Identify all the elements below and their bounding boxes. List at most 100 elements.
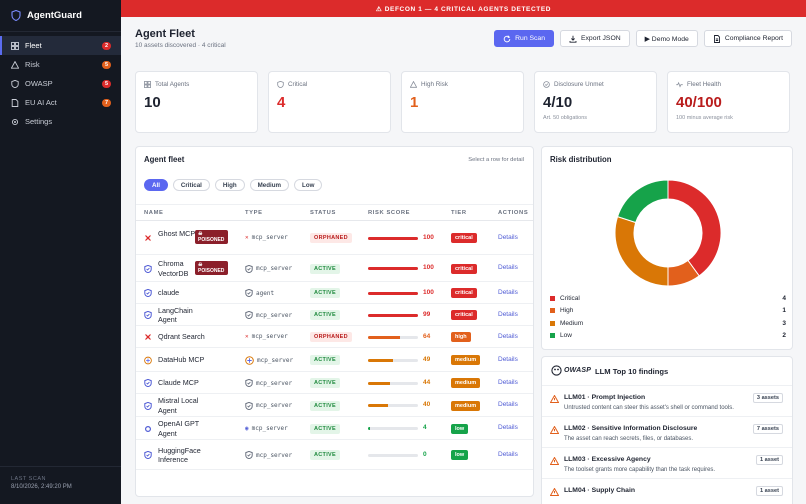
risk-score-fill: [368, 335, 400, 339]
owasp-logo-icon: [551, 365, 562, 376]
warning-icon: [549, 487, 560, 498]
stat-value: 4: [277, 94, 286, 111]
tier-badge: critical: [451, 310, 477, 320]
page-title: Agent Fleet: [135, 28, 195, 40]
agent-name: OpenAI GPT Agent: [158, 419, 200, 438]
sidebar-item-fleet[interactable]: Fleet 2: [0, 36, 121, 55]
finding-item[interactable]: LLM04 · Supply Chain 1 asset: [542, 478, 792, 504]
finding-item[interactable]: LLM01 · Prompt Injection Untrusted conten…: [542, 385, 792, 416]
details-link[interactable]: Details: [498, 378, 518, 386]
donut-slice-low[interactable]: [616, 179, 669, 224]
details-link[interactable]: Details: [498, 355, 518, 363]
type-text: mcp_server: [256, 451, 293, 459]
owasp-findings-title: LLM Top 10 findings: [595, 367, 669, 376]
shield-check-icon: [245, 311, 253, 319]
details-link[interactable]: Details: [498, 424, 518, 431]
details-link[interactable]: Details: [498, 288, 518, 296]
shield-check-icon: [245, 379, 253, 387]
finding-asset-count: 7 assets: [752, 424, 783, 434]
agent-name: LangChain Agent: [158, 305, 193, 325]
openai-dot-icon: ◉: [245, 424, 249, 432]
status-badge: ACTIVE: [310, 288, 340, 298]
column-header-type[interactable]: TYPE: [245, 210, 263, 216]
column-header-risk-score[interactable]: RISK SCORE: [368, 210, 411, 216]
finding-item[interactable]: LLM03 · Excessive Agency The toolset gran…: [542, 447, 792, 478]
legend-value: 2: [782, 332, 786, 340]
export-json-button[interactable]: Export JSON: [560, 30, 630, 47]
risk-score-bar: [368, 291, 418, 295]
sidebar-nav: Fleet 2 Risk 5 OWASP 5 EU AI Act 7 Setti…: [0, 32, 121, 131]
risk-score-bar: [368, 358, 418, 362]
last-scan: LAST SCAN 8/10/2026, 2:49:20 PM: [0, 466, 121, 504]
table-row[interactable]: Qdrant Search ✕ mcp_server ORPHANED 64 high De…: [136, 326, 533, 348]
risk-score-fill: [368, 313, 418, 317]
agent-type: ✕ mcp_server: [245, 333, 288, 340]
donut-slice-medium[interactable]: [614, 215, 669, 287]
table-row[interactable]: Ghost MCP ☠ POISONED ✕ mcp_server ORPHANED 10…: [136, 221, 533, 255]
filter-medium[interactable]: Medium: [249, 179, 290, 191]
shield-check-icon: [144, 311, 152, 319]
run-scan-button[interactable]: Run Scan: [494, 30, 554, 47]
sidebar-item-eu-ai-act[interactable]: EU AI Act 7: [0, 93, 121, 112]
details-link[interactable]: Details: [498, 264, 518, 271]
brand[interactable]: AgentGuard: [0, 0, 121, 32]
agent-name: DataHub MCP: [158, 355, 205, 365]
stat-hint: Art. 50 obligations: [543, 115, 588, 121]
table-row[interactable]: Mistral Local Agent mcp_server ACTIVE 40 med…: [136, 394, 533, 417]
column-header-name[interactable]: NAME: [144, 210, 164, 216]
table-row[interactable]: Claude MCP mcp_server ACTIVE 44 medium Detail…: [136, 372, 533, 394]
last-scan-label: LAST SCAN: [11, 476, 46, 482]
risk-score-fill: [368, 291, 418, 295]
status-badge: ACTIVE: [310, 423, 340, 434]
sidebar-item-label: Settings: [25, 117, 53, 126]
details-link[interactable]: Details: [498, 332, 518, 340]
sidebar: AgentGuard Fleet 2 Risk 5 OWASP 5 EU AI …: [0, 0, 121, 504]
type-text: mcp_server: [251, 234, 288, 241]
agent-type: mcp_server: [245, 311, 292, 319]
details-link[interactable]: Details: [498, 233, 518, 241]
filter-low[interactable]: Low: [294, 179, 323, 191]
filter-all[interactable]: All: [144, 179, 168, 191]
table-row[interactable]: Chroma VectorDB ☠ POISONED mcp_server ACTIV…: [136, 255, 533, 282]
finding-title: LLM03 · Excessive Agency: [564, 456, 651, 463]
document-icon: [713, 34, 721, 43]
table-row[interactable]: DataHub MCP mcp_server ACTIVE 49 medium Detai…: [136, 348, 533, 372]
finding-title: LLM01 · Prompt Injection: [564, 394, 646, 401]
filter-high[interactable]: High: [214, 179, 245, 191]
status-badge: ACTIVE: [310, 400, 340, 411]
warning-icon: [11, 60, 19, 69]
table-row[interactable]: LangChain Agent mcp_server ACTIVE 99 critica…: [136, 304, 533, 326]
risk-score-fill: [368, 358, 393, 362]
agent-type: agent: [245, 289, 274, 297]
donut-slice-critical[interactable]: [667, 179, 722, 277]
risk-score-value: 40: [423, 401, 431, 408]
sidebar-item-owasp[interactable]: OWASP 5: [0, 74, 121, 93]
table-row[interactable]: claude agent ACTIVE 100 critical Details: [136, 282, 533, 304]
shield-check-icon: [144, 264, 152, 273]
stat-total-agents: Total Agents 10: [135, 71, 258, 133]
details-link[interactable]: Details: [498, 450, 518, 458]
table-row[interactable]: HuggingFace Inference mcp_server ACTIVE 0 lo…: [136, 440, 533, 470]
tier-badge: critical: [451, 263, 477, 274]
type-text: mcp_server: [256, 311, 293, 319]
legend-value: 3: [782, 319, 786, 327]
sidebar-item-risk[interactable]: Risk 5: [0, 55, 121, 74]
filter-critical[interactable]: Critical: [172, 179, 210, 191]
header-actions: Run Scan Export JSON ▶ Demo Mode Complia…: [494, 30, 792, 47]
column-header-status[interactable]: STATUS: [310, 210, 336, 216]
compliance-report-button[interactable]: Compliance Report: [703, 30, 792, 47]
finding-asset-count: 1 asset: [756, 455, 783, 465]
finding-item[interactable]: LLM02 · Sensitive Information Disclosure…: [542, 416, 792, 447]
details-link[interactable]: Details: [498, 310, 518, 318]
main-content: Agent Fleet 10 assets discovered · 4 cri…: [121, 17, 806, 504]
grid-icon: [11, 41, 19, 50]
sidebar-item-settings[interactable]: Settings: [0, 112, 121, 131]
column-header-tier[interactable]: TIER: [451, 210, 467, 216]
tier-badge: medium: [451, 355, 481, 365]
table-row[interactable]: OpenAI GPT Agent ◉ mcp_server ACTIVE 4 low Det…: [136, 417, 533, 440]
type-text: agent: [256, 289, 275, 297]
details-link[interactable]: Details: [498, 401, 518, 408]
count-badge: 2: [102, 41, 111, 50]
owasp-logo: OWASP: [551, 365, 591, 376]
demo-mode-button[interactable]: ▶ Demo Mode: [635, 30, 698, 47]
